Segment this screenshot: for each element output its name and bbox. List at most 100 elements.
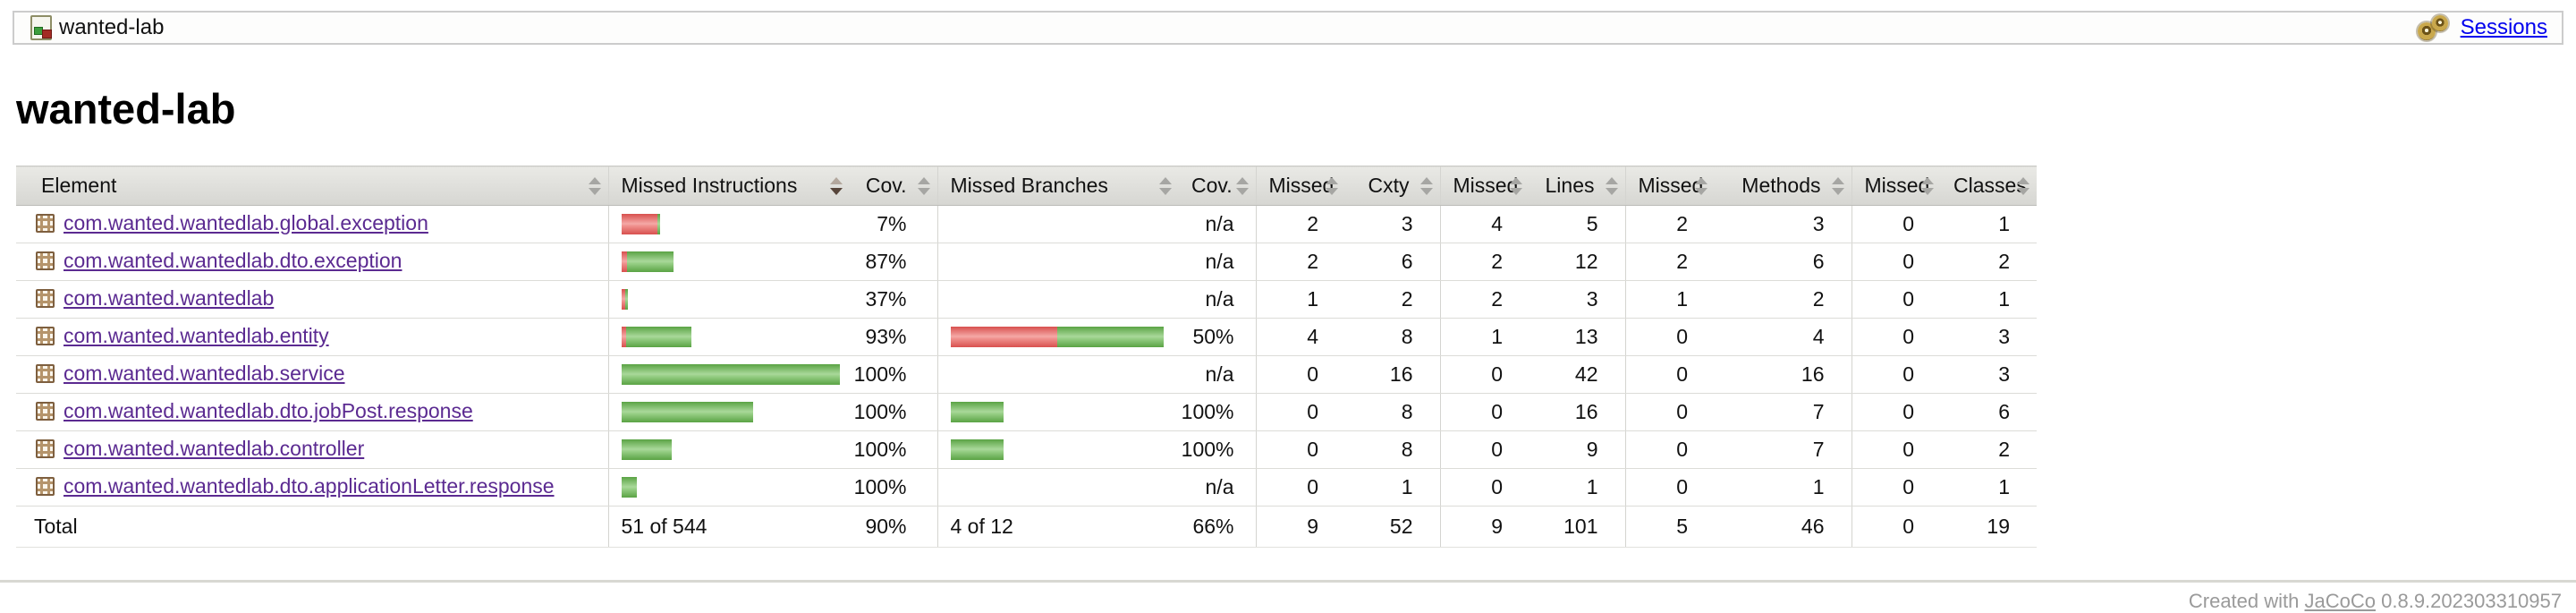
sort-icon[interactable] xyxy=(1158,176,1173,195)
total-cxty: 52 xyxy=(1345,506,1440,548)
footer-divider xyxy=(0,580,2576,583)
missed-classes-cell: 0 xyxy=(1851,355,1941,394)
header-classes[interactable]: Classes xyxy=(1941,166,2037,206)
package-link[interactable]: com.wanted.wantedlab.entity xyxy=(64,323,329,347)
branch-cov-cell: n/a xyxy=(1179,280,1256,319)
sort-icon[interactable] xyxy=(1419,176,1434,195)
package-link[interactable]: com.wanted.wantedlab.dto.applicationLett… xyxy=(64,473,555,498)
missed-lines-cell: 0 xyxy=(1439,393,1530,431)
header-element[interactable]: Element xyxy=(16,166,608,206)
sort-icon[interactable] xyxy=(2016,176,2030,195)
instructions-bar-cell xyxy=(607,355,851,394)
coverage-bar xyxy=(621,402,851,422)
header-missed-lines[interactable]: Missed xyxy=(1439,166,1530,206)
classes-cell: 6 xyxy=(1941,393,2037,431)
package-icon xyxy=(36,401,55,421)
branches-bar-cell xyxy=(936,468,1179,507)
missed-lines-cell: 4 xyxy=(1439,205,1530,243)
header-lines[interactable]: Lines xyxy=(1530,166,1625,206)
sort-icon[interactable] xyxy=(1235,176,1250,195)
header-cov-instructions[interactable]: Cov. xyxy=(850,166,937,206)
sort-icon[interactable] xyxy=(917,176,931,195)
header-missed-branches[interactable]: Missed Branches xyxy=(936,166,1179,206)
package-link[interactable]: com.wanted.wantedlab.dto.jobPost.respons… xyxy=(64,398,473,422)
branch-cov-cell: 100% xyxy=(1179,393,1256,431)
sort-icon[interactable] xyxy=(1509,176,1523,195)
coverage-table: Element Missed Instructions Cov. Missed … xyxy=(16,166,2037,548)
missed-bar-segment xyxy=(621,327,626,347)
cxty-cell: 8 xyxy=(1345,393,1440,431)
total-lines: 101 xyxy=(1530,506,1625,548)
instructions-bar-cell xyxy=(607,393,851,431)
covered-bar-segment xyxy=(625,327,691,347)
jacoco-link[interactable]: JaCoCo xyxy=(2304,590,2376,612)
coverage-bar xyxy=(951,251,1180,272)
header-missed-cxty[interactable]: Missed xyxy=(1255,166,1345,206)
missed-lines-cell: 0 xyxy=(1439,430,1530,469)
classes-cell: 2 xyxy=(1941,243,2037,281)
missed-methods-cell: 0 xyxy=(1624,355,1715,394)
covered-bar-segment xyxy=(950,439,1004,460)
missed-cxty-cell: 0 xyxy=(1255,430,1345,469)
cxty-cell: 8 xyxy=(1345,430,1440,469)
missed-cxty-cell: 0 xyxy=(1255,355,1345,394)
coverage-bar xyxy=(621,214,851,234)
package-link[interactable]: com.wanted.wantedlab.global.exception xyxy=(64,210,428,234)
missed-classes-cell: 0 xyxy=(1851,318,1941,356)
header-cov-branches[interactable]: Cov. xyxy=(1179,166,1256,206)
package-link[interactable]: com.wanted.wantedlab.dto.exception xyxy=(64,248,402,272)
branch-cov-cell: n/a xyxy=(1179,243,1256,281)
missed-cxty-cell: 2 xyxy=(1255,243,1345,281)
sort-icon[interactable] xyxy=(1605,176,1619,195)
table-row: com.wanted.wantedlab.dto.jobPost.respons… xyxy=(16,393,2037,431)
methods-cell: 16 xyxy=(1715,355,1852,394)
sort-icon[interactable] xyxy=(1831,176,1845,195)
table-row: com.wanted.wantedlab.entity 93% 50% 4 8 … xyxy=(16,318,2037,356)
table-row: com.wanted.wantedlab.dto.exception 87% n… xyxy=(16,243,2037,281)
sort-icon[interactable] xyxy=(1920,176,1935,195)
header-methods[interactable]: Methods xyxy=(1715,166,1852,206)
classes-cell: 2 xyxy=(1941,430,2037,469)
sort-icon[interactable] xyxy=(588,176,602,195)
sort-icon-active[interactable] xyxy=(829,176,843,195)
header-cxty[interactable]: Cxty xyxy=(1345,166,1440,206)
footer: Created with JaCoCo 0.8.9.202303310957 xyxy=(0,590,2576,613)
cxty-cell: 2 xyxy=(1345,280,1440,319)
missed-bar-segment xyxy=(950,327,1057,347)
package-link[interactable]: com.wanted.wantedlab xyxy=(64,285,275,310)
footer-version: 0.8.9.202303310957 xyxy=(2381,590,2562,612)
missed-cxty-cell: 0 xyxy=(1255,468,1345,507)
sort-icon[interactable] xyxy=(1325,176,1339,195)
missed-classes-cell: 0 xyxy=(1851,205,1941,243)
breadcrumb: wanted-lab xyxy=(30,15,164,40)
missed-methods-cell: 2 xyxy=(1624,205,1715,243)
header-missed-instructions[interactable]: Missed Instructions xyxy=(607,166,850,206)
header-missed-methods[interactable]: Missed xyxy=(1624,166,1715,206)
coverage-bar xyxy=(621,364,851,385)
instr-cov-cell: 100% xyxy=(850,430,937,469)
branches-bar-cell xyxy=(936,243,1180,281)
instr-cov-cell: 37% xyxy=(850,280,937,319)
coverage-bar xyxy=(951,364,1180,385)
missed-lines-cell: 2 xyxy=(1439,280,1530,319)
header-missed-classes[interactable]: Missed xyxy=(1851,166,1941,206)
sort-icon[interactable] xyxy=(1694,176,1708,195)
missed-classes-cell: 0 xyxy=(1851,280,1941,319)
table-header-row: Element Missed Instructions Cov. Missed … xyxy=(16,166,2037,206)
instructions-bar-cell xyxy=(607,243,850,281)
cxty-cell: 8 xyxy=(1345,318,1440,356)
sessions-link[interactable]: Sessions xyxy=(2460,15,2547,39)
total-methods: 46 xyxy=(1715,506,1852,548)
covered-bar-segment xyxy=(657,214,660,234)
table-row: com.wanted.wantedlab.service 100% n/a 0 … xyxy=(16,355,2037,394)
sessions-area: Sessions xyxy=(2416,13,2547,42)
report-icon xyxy=(30,15,52,40)
missed-methods-cell: 0 xyxy=(1624,468,1715,507)
covered-bar-segment xyxy=(621,364,840,385)
lines-cell: 5 xyxy=(1530,205,1625,243)
covered-bar-segment xyxy=(1056,327,1164,347)
package-link[interactable]: com.wanted.wantedlab.service xyxy=(64,361,345,385)
covered-bar-segment xyxy=(950,402,1004,422)
package-link[interactable]: com.wanted.wantedlab.controller xyxy=(64,436,365,460)
branch-cov-cell: n/a xyxy=(1179,355,1256,394)
